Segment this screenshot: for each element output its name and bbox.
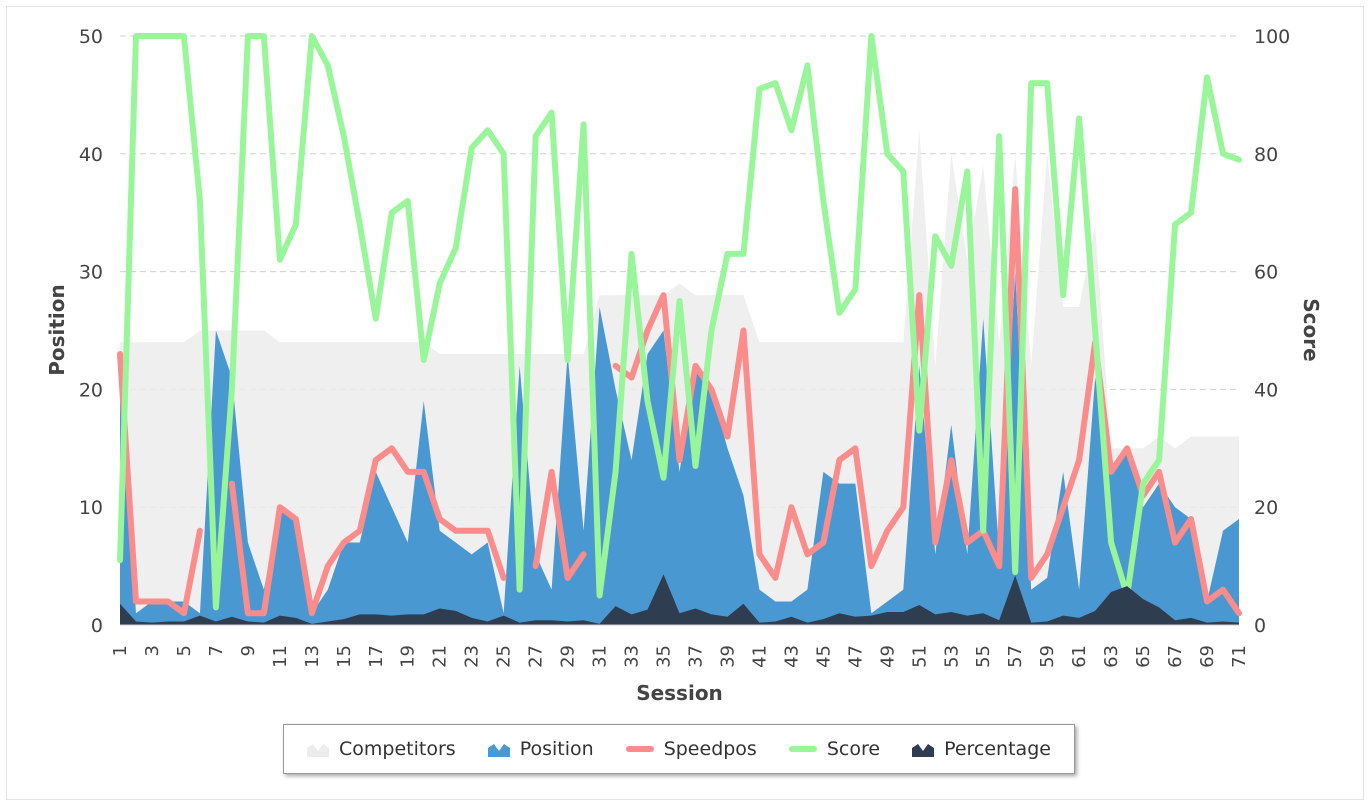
series-score-line <box>117 33 1242 611</box>
legend-area-shape <box>487 744 510 757</box>
legend-label-percentage: Percentage <box>944 738 1051 760</box>
legend-symbol-percentage <box>912 742 935 757</box>
x-tick-35: 35 <box>654 645 675 668</box>
x-tick-13: 13 <box>302 645 323 668</box>
x-tick-51: 51 <box>909 645 930 668</box>
y-left-tick-0: 0 <box>91 615 103 637</box>
x-tick-45: 45 <box>813 645 834 668</box>
y-left-tick-50: 50 <box>79 26 103 48</box>
x-tick-17: 17 <box>366 645 387 668</box>
x-tick-59: 59 <box>1037 645 1058 668</box>
y-left-tick-20: 20 <box>79 379 103 401</box>
legend-symbol-position <box>487 742 510 757</box>
x-tick-11: 11 <box>270 645 291 668</box>
y-right-tick-20: 20 <box>1254 497 1278 519</box>
x-tick-5: 5 <box>174 645 195 656</box>
legend-label-score: Score <box>826 738 881 760</box>
legend-item-percentage[interactable]: Percentage <box>912 738 1051 760</box>
x-axis-title: Session <box>636 681 723 705</box>
x-tick-19: 19 <box>398 645 419 668</box>
legend-symbol-speedpos <box>625 746 654 752</box>
x-tick-61: 61 <box>1069 645 1090 668</box>
legend-area-shape <box>912 744 935 757</box>
y-left-axis-title: Position <box>45 284 69 376</box>
x-tick-69: 69 <box>1197 645 1218 668</box>
y-right-tick-80: 80 <box>1254 144 1278 166</box>
y-right-axis-title: Score <box>1299 298 1323 361</box>
x-tick-23: 23 <box>462 645 483 668</box>
x-tick-15: 15 <box>334 645 355 668</box>
legend-item-score[interactable]: Score <box>788 738 881 760</box>
x-tick-55: 55 <box>973 645 994 668</box>
y-left-tick-40: 40 <box>79 144 103 166</box>
legend-symbol-competitors <box>307 742 330 757</box>
y-left-tick-30: 30 <box>79 262 103 284</box>
x-tick-63: 63 <box>1101 645 1122 668</box>
x-tick-65: 65 <box>1133 645 1154 668</box>
x-tick-1: 1 <box>110 645 131 656</box>
x-tick-39: 39 <box>717 645 738 668</box>
legend-area-shape <box>307 744 330 757</box>
x-tick-71: 71 <box>1229 645 1250 668</box>
y-left-tick-10: 10 <box>79 497 103 519</box>
legend-item-competitors[interactable]: Competitors <box>307 738 456 760</box>
x-tick-25: 25 <box>494 645 515 668</box>
x-tick-41: 41 <box>749 645 770 668</box>
y-right-tick-40: 40 <box>1254 379 1278 401</box>
legend-area-icon <box>307 744 330 757</box>
x-tick-49: 49 <box>877 645 898 668</box>
legend-symbol-score <box>788 746 817 752</box>
series-position-area <box>120 271 1239 625</box>
legend-label-speedpos: Speedpos <box>663 738 757 760</box>
x-tick-21: 21 <box>430 645 451 668</box>
x-tick-27: 27 <box>526 645 547 668</box>
x-tick-29: 29 <box>558 645 579 668</box>
legend-area-icon <box>912 744 935 757</box>
legend-area-icon <box>487 744 510 757</box>
x-tick-37: 37 <box>685 645 706 668</box>
legend-label-competitors: Competitors <box>339 738 456 760</box>
series-speedpos-line <box>117 186 1242 617</box>
x-tick-43: 43 <box>781 645 802 668</box>
legend-label-position: Position <box>519 738 594 760</box>
x-tick-57: 57 <box>1005 645 1026 668</box>
y-right-tick-100: 100 <box>1254 26 1290 48</box>
x-tick-67: 67 <box>1165 645 1186 668</box>
x-tick-3: 3 <box>142 645 163 656</box>
x-tick-31: 31 <box>590 645 611 668</box>
x-tick-33: 33 <box>622 645 643 668</box>
series-percentage-area <box>120 574 1239 625</box>
x-tick-53: 53 <box>941 645 962 668</box>
legend-item-speedpos[interactable]: Speedpos <box>625 738 757 760</box>
legend-item-position[interactable]: Position <box>487 738 594 760</box>
x-tick-9: 9 <box>238 645 259 656</box>
y-right-tick-60: 60 <box>1254 262 1278 284</box>
x-tick-47: 47 <box>845 645 866 668</box>
y-right-tick-0: 0 <box>1254 615 1266 637</box>
legend: Competitors Position Speedpos Score Perc… <box>283 724 1075 774</box>
x-tick-7: 7 <box>206 645 227 656</box>
